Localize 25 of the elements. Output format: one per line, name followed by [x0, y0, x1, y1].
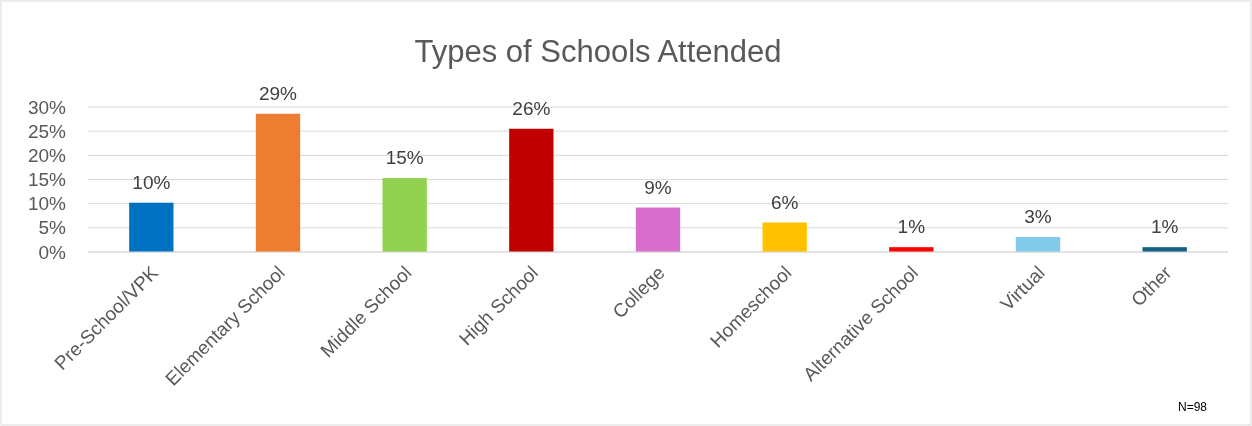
bar [382, 178, 427, 252]
data-label: 1% [897, 216, 926, 238]
bar [1015, 237, 1061, 252]
y-tick-label: 15% [27, 169, 67, 191]
y-tick-label: 30% [27, 96, 67, 118]
y-tick-label: 0% [38, 241, 67, 263]
data-label: 1% [1150, 216, 1179, 238]
chart-title: Types of Schools Attended [414, 34, 782, 69]
data-label: 9% [644, 176, 672, 198]
bar [129, 202, 174, 252]
y-tick-label: 5% [38, 217, 67, 239]
text: N=98 [1178, 400, 1208, 414]
bar [255, 113, 301, 252]
data-label: 3% [1024, 206, 1052, 228]
bar [635, 207, 681, 252]
data-label: 6% [770, 191, 799, 213]
y-tick-label: 25% [27, 120, 67, 142]
data-label: 15% [385, 147, 424, 169]
data-label: 29% [258, 82, 298, 104]
y-tick-label: 20% [27, 144, 67, 166]
data-label: 10% [132, 171, 171, 193]
data-label: 26% [512, 97, 551, 119]
bar [762, 222, 807, 252]
y-tick-label: 10% [27, 193, 67, 215]
bar [509, 128, 554, 252]
